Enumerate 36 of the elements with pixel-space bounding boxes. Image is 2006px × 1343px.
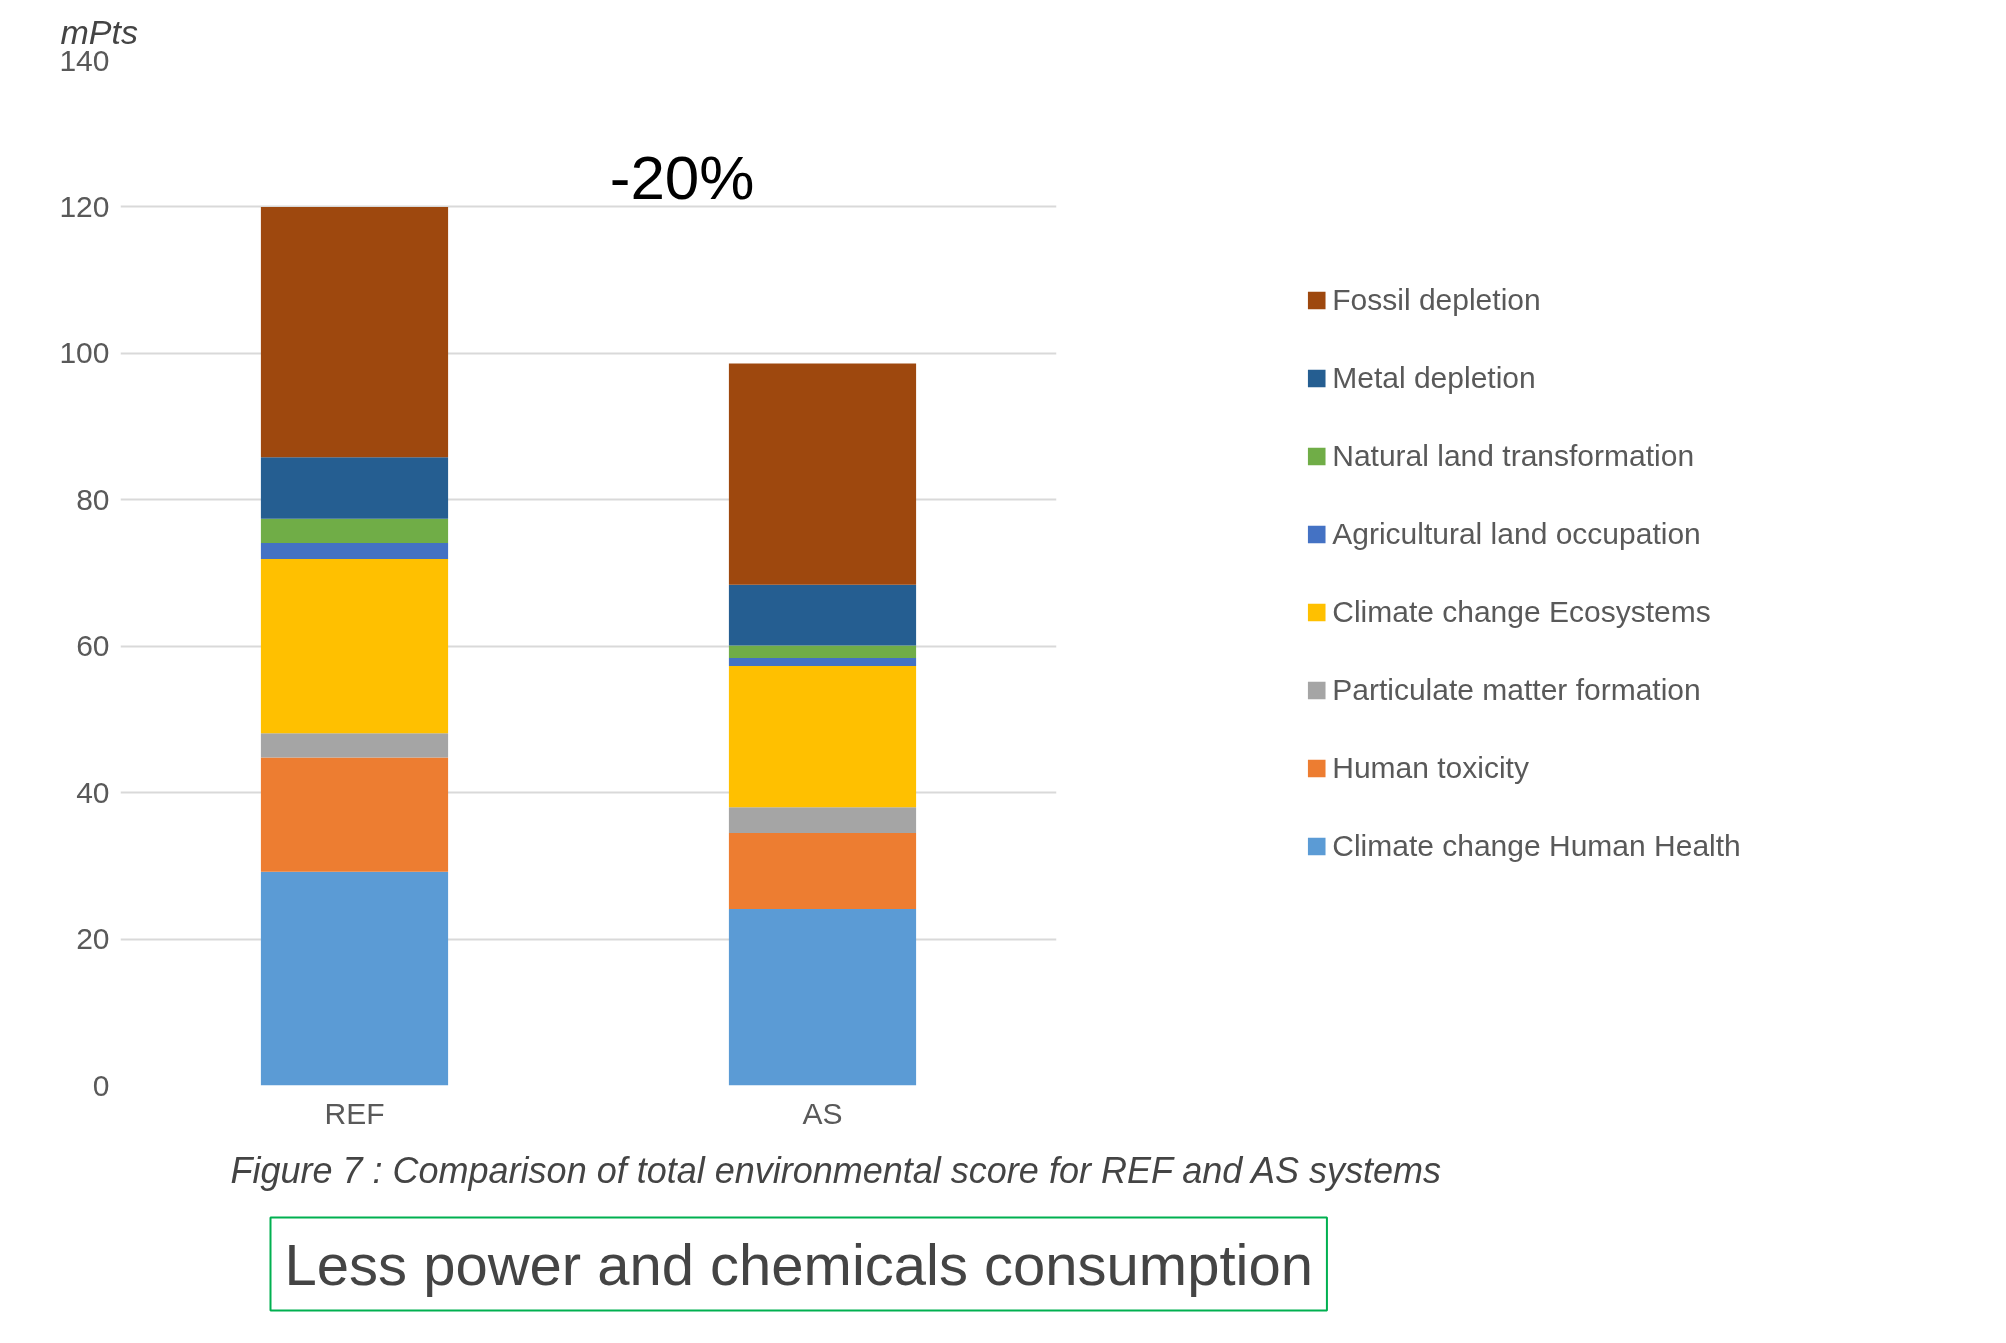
x-tick-label: AS	[802, 1096, 843, 1130]
legend-label: Particulate matter formation	[1332, 672, 1701, 707]
bar	[728, 657, 917, 666]
legend-label: Natural land transformation	[1332, 438, 1695, 473]
bar	[260, 457, 449, 519]
legend-label: Metal depletion	[1332, 360, 1536, 395]
legend-label: Agricultural land occupation	[1332, 516, 1701, 551]
bar	[260, 757, 449, 872]
text: Less power and chemicals consumption	[284, 1231, 1313, 1297]
bar	[728, 665, 917, 808]
bar	[260, 206, 449, 458]
bar	[260, 542, 449, 560]
bar	[728, 832, 917, 910]
legend-label: Climate change Human Health	[1332, 828, 1741, 863]
legend-label: Fossil depletion	[1332, 282, 1541, 317]
bar	[260, 559, 449, 734]
annotation: -20%	[609, 143, 755, 213]
bar	[260, 518, 449, 543]
y-tick-label: 100	[59, 336, 110, 370]
bar	[260, 871, 449, 1086]
caption: Figure 7 : Comparison of total environmental score for REF and AS systems	[230, 1149, 1442, 1191]
y-tick-label: 60	[76, 629, 110, 663]
y-tick-label: 0	[92, 1068, 110, 1102]
y-tick-label: 80	[76, 482, 110, 516]
bar	[728, 645, 917, 658]
bar	[728, 909, 917, 1086]
legend-label: Climate change Ecosystems	[1332, 594, 1711, 629]
x-tick-label: REF	[324, 1096, 385, 1130]
legend-label: Human toxicity	[1332, 750, 1529, 785]
bar	[728, 363, 917, 585]
y-tick-label: 20	[76, 922, 110, 956]
y-tick-label: 40	[76, 775, 110, 809]
bar	[260, 733, 449, 758]
bar	[728, 584, 917, 646]
bar	[728, 807, 917, 833]
y-tick-label: 120	[59, 189, 110, 223]
